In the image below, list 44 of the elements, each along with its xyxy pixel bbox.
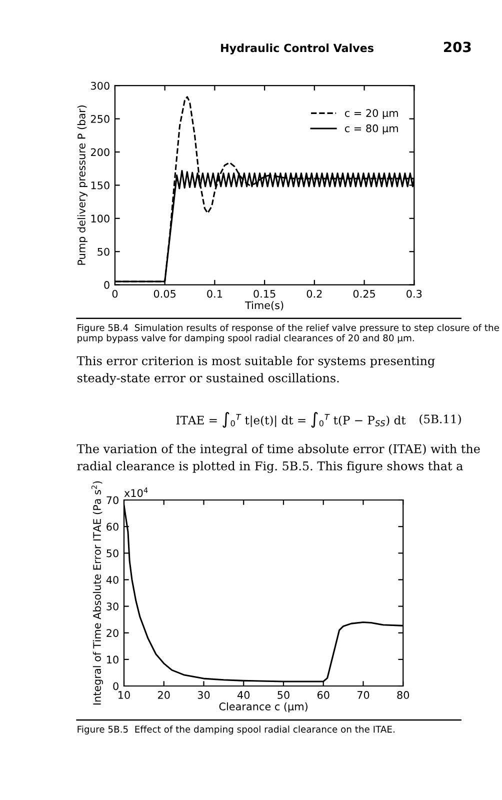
x-tick-label: 50 [278,691,290,699]
legend-label: c = 20 µm [344,109,398,119]
y-tick-label: 0 [113,682,118,690]
y-tick-label: 20 [106,629,118,637]
y-tick-label: 0 [104,281,110,289]
x-tick-label: 10 [118,691,130,699]
y-tick-label: 60 [106,522,118,531]
x-tick-label: 0.15 [254,290,276,298]
text: ITAE = ∫$_{0}$$^{T}$ t|e(t)| dt = ∫$_{0}$$^{T}$ t(P − P$_{SS}$) dt [176,412,406,428]
text: 203 [444,42,471,52]
y-tick-label: 250 [90,115,110,123]
text: This error criterion is most suitable for systems presenting steady-state error or sustained oscillations. [76,356,435,385]
x-tick-label: 60 [317,691,330,699]
x-tick-label: 40 [237,691,250,699]
x-axis-title: Time(s) [245,301,284,310]
y-tick-label: 300 [91,82,110,90]
text: x10$^{4}$ [124,488,148,497]
caption: Figure 5B.5 Effect of the damping spool radial clearance on the ITAE. [78,726,394,734]
y-tick-label: 40 [106,576,118,584]
y-tick-label: 50 [98,248,110,256]
x-tick-label: 0.1 [207,290,222,298]
x-tick-label: 0.25 [353,290,375,298]
text: The variation of the integral of time absolute error (ITAE) with the radial clearance is plotted in Fig. 5B.5. This figure shows that a [76,444,480,473]
text: (5B.11) [420,414,461,425]
y-tick-label: 50 [106,549,118,558]
y-axis-title: Integral of Time Absolute Error ITAE (Pa s$^{2}$) [91,481,103,705]
text: Hydraulic Control Valves [221,44,374,54]
x-tick-label: 30 [198,691,210,699]
y-tick-label: 70 [106,496,118,504]
y-tick-label: 30 [106,602,118,610]
x-tick-label: 80 [397,691,410,699]
x-tick-label: 0.2 [306,290,322,298]
y-tick-label: 10 [107,656,118,664]
x-axis-title: Clearance c (µm) [219,702,308,712]
y-tick-label: 200 [90,148,110,156]
y-tick-label: 100 [91,214,110,223]
x-tick-label: 20 [158,691,170,699]
x-tick-label: 0.05 [154,290,176,298]
caption: Figure 5B.4 Simulation results of response of the relief valve pressure to step closure of the pump bypass valve for damping spool radial clearances of 20 and 80 µm. [78,324,499,344]
y-axis-title: Pump delivery pressure P (bar) [77,105,88,265]
x-tick-label: 0.3 [406,290,422,298]
legend-label: c = 80 µm [344,124,398,134]
x-tick-label: 70 [357,691,370,699]
y-tick-label: 150 [91,181,110,190]
